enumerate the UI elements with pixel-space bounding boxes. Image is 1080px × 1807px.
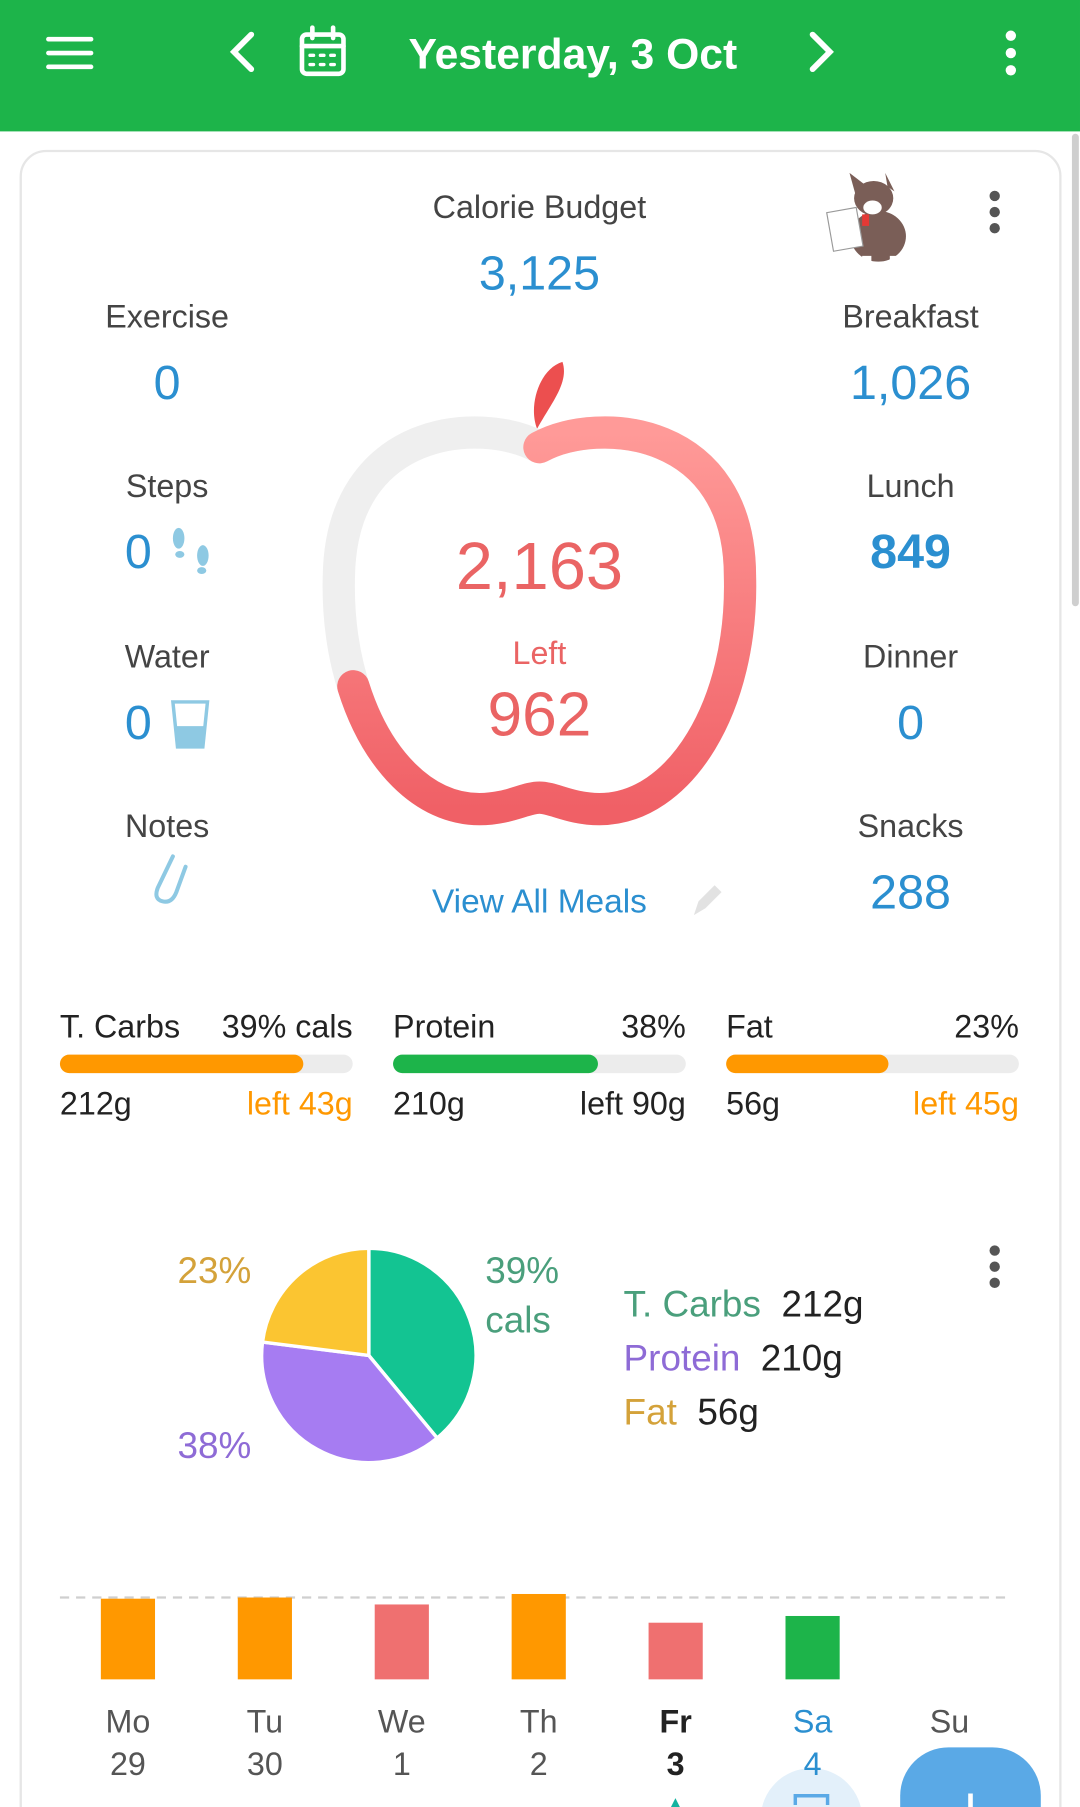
date-label: 2 (529, 1746, 548, 1782)
edit-icon[interactable] (693, 885, 722, 916)
day-bar (785, 1615, 840, 1680)
macro-percent: 38% (621, 1008, 686, 1045)
app-bar (0, 0, 1080, 132)
date-label: 29 (109, 1746, 146, 1782)
macro-bar (393, 1054, 598, 1074)
budget-value: 3,125 (478, 245, 600, 300)
notes-icon[interactable] (154, 854, 188, 904)
day-label: Sa (792, 1703, 833, 1740)
pie-slice (260, 1246, 371, 1358)
left-value: 962 (487, 680, 592, 750)
macro-eaten: 210g (393, 1085, 465, 1122)
date-label: 3 (666, 1746, 685, 1782)
menu-button[interactable] (46, 36, 94, 70)
macro-bar (59, 1054, 304, 1074)
header-title: Yesterday, 3 Oct (408, 30, 738, 78)
macro-eaten: 212g (59, 1085, 132, 1122)
view-all-meals-link[interactable]: View All Meals (431, 883, 647, 921)
macro-name: Protein (393, 1008, 496, 1045)
meal-value: 1,026 (849, 355, 972, 410)
meal-label: Dinner (863, 638, 959, 675)
day-label: We (377, 1703, 426, 1740)
meal-value: 288 (870, 864, 951, 919)
add-fab[interactable] (900, 1747, 1041, 1807)
macro-eaten: 56g (726, 1085, 780, 1122)
mascot-icon (826, 172, 906, 270)
stat-label: Notes (124, 807, 210, 844)
legend-amount: 212g (781, 1282, 864, 1325)
day-label: Th (519, 1703, 558, 1740)
meal-value: 0 (897, 695, 925, 750)
macro-left: left 90g (579, 1085, 686, 1122)
legend-name: Fat (623, 1391, 677, 1433)
macro-percent: 39% cals (221, 1008, 353, 1045)
next-day-button[interactable] (809, 31, 834, 73)
apple-stem (533, 361, 564, 429)
scrollbar (1071, 133, 1079, 607)
macro-name: Fat (726, 1008, 773, 1045)
water-icon[interactable] (170, 700, 210, 749)
pie-slice (367, 1246, 478, 1441)
meal-label: Lunch (866, 467, 955, 504)
eaten-value: 2,163 (455, 529, 624, 604)
budget-label: Calorie Budget (432, 189, 647, 225)
day-bar (237, 1597, 292, 1680)
steps-icon (172, 527, 209, 574)
day-label: Fr (659, 1703, 692, 1740)
day-bar (511, 1593, 566, 1680)
prev-day-button[interactable] (229, 31, 255, 73)
macro-percent: 23% (954, 1008, 1019, 1045)
chart-menu[interactable] (989, 1245, 1000, 1289)
day-label: Tu (246, 1703, 284, 1740)
meal-label: Breakfast (842, 298, 979, 335)
stat-value: 0 (153, 355, 181, 410)
left-label: Left (512, 635, 567, 671)
day-bar (100, 1598, 156, 1680)
stat-value: 0 (124, 524, 152, 579)
selected-day-marker (670, 1798, 680, 1807)
stat-label: Exercise (105, 298, 230, 335)
day-bar (374, 1604, 429, 1680)
day-label: Mo (105, 1703, 151, 1740)
date-label: 1 (392, 1746, 411, 1782)
date-label: 30 (246, 1746, 283, 1782)
card-menu[interactable] (989, 190, 1000, 234)
legend-name: Protein (623, 1337, 741, 1379)
stat-value: 0 (124, 695, 152, 750)
pie-label: 23% (177, 1249, 252, 1291)
calendar-button[interactable] (299, 25, 346, 77)
legend-amount: 56g (697, 1391, 759, 1433)
macro-bar (726, 1054, 889, 1074)
date-label: 4 (803, 1746, 822, 1782)
legend-name: T. Carbs (623, 1282, 761, 1325)
macro-name: T. Carbs (59, 1008, 181, 1045)
pie-label: 38% (177, 1424, 252, 1467)
macro-left: left 43g (246, 1085, 353, 1122)
pie-slice (259, 1340, 440, 1465)
secondary-fab[interactable] (761, 1768, 862, 1807)
apple-ring-progress (322, 416, 757, 826)
legend-amount: 210g (760, 1337, 843, 1379)
overflow-menu[interactable] (1005, 30, 1017, 76)
stat-label: Water (124, 638, 210, 675)
day-label: Su (929, 1703, 970, 1740)
macro-left: left 45g (913, 1085, 1019, 1122)
meal-value: 849 (870, 524, 951, 579)
stat-label: Steps (125, 467, 209, 504)
meal-label: Snacks (857, 807, 964, 844)
pie-label: 39% cals (485, 1249, 560, 1341)
day-bar (648, 1622, 703, 1680)
